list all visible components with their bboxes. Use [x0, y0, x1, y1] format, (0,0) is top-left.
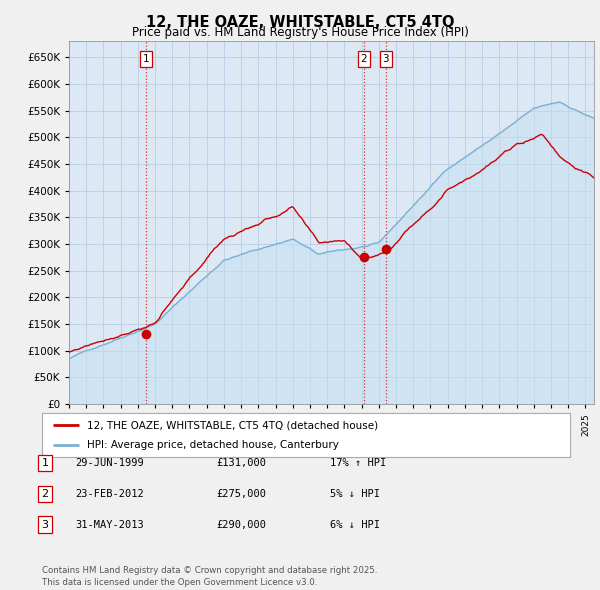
Text: 31-MAY-2013: 31-MAY-2013 [75, 520, 144, 529]
Text: Contains HM Land Registry data © Crown copyright and database right 2025.
This d: Contains HM Land Registry data © Crown c… [42, 566, 377, 587]
Text: 3: 3 [41, 520, 49, 529]
Text: 5% ↓ HPI: 5% ↓ HPI [330, 489, 380, 499]
Text: 23-FEB-2012: 23-FEB-2012 [75, 489, 144, 499]
Text: £290,000: £290,000 [216, 520, 266, 529]
Text: 1: 1 [41, 458, 49, 468]
Text: HPI: Average price, detached house, Canterbury: HPI: Average price, detached house, Cant… [87, 440, 339, 450]
Text: 29-JUN-1999: 29-JUN-1999 [75, 458, 144, 468]
Text: 12, THE OAZE, WHITSTABLE, CT5 4TQ (detached house): 12, THE OAZE, WHITSTABLE, CT5 4TQ (detac… [87, 421, 378, 430]
Text: £275,000: £275,000 [216, 489, 266, 499]
Text: 2: 2 [41, 489, 49, 499]
Text: 2: 2 [361, 54, 367, 64]
Text: Price paid vs. HM Land Registry's House Price Index (HPI): Price paid vs. HM Land Registry's House … [131, 26, 469, 39]
Text: £131,000: £131,000 [216, 458, 266, 468]
Text: 17% ↑ HPI: 17% ↑ HPI [330, 458, 386, 468]
Text: 12, THE OAZE, WHITSTABLE, CT5 4TQ: 12, THE OAZE, WHITSTABLE, CT5 4TQ [146, 15, 454, 30]
Text: 1: 1 [143, 54, 149, 64]
Text: 3: 3 [383, 54, 389, 64]
Text: 6% ↓ HPI: 6% ↓ HPI [330, 520, 380, 529]
